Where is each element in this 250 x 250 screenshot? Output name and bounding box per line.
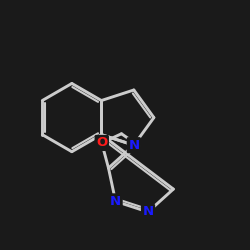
Text: N: N — [110, 195, 121, 208]
Text: O: O — [96, 136, 108, 149]
Text: N: N — [142, 206, 154, 218]
Text: N: N — [128, 139, 140, 152]
